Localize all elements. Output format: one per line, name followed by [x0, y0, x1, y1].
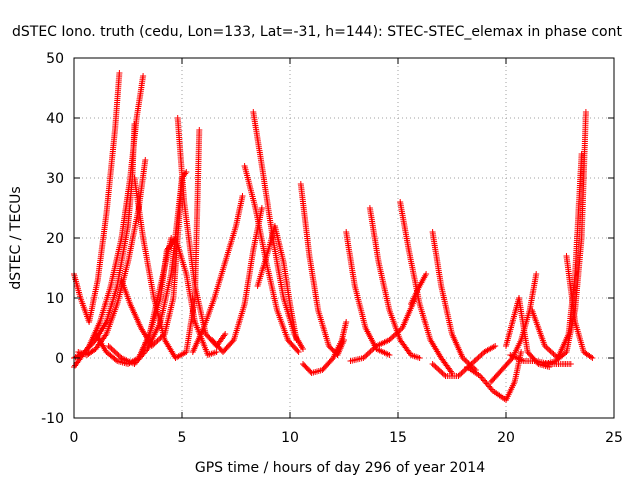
data-series: [507, 352, 574, 367]
data-series: [563, 253, 596, 361]
y-tick-label: 30: [46, 171, 64, 187]
y-tick-label: -10: [41, 411, 64, 427]
data-series: [189, 193, 246, 355]
data-series: [366, 205, 423, 361]
data-point-markers: [174, 115, 229, 349]
x-tick-label: 25: [605, 430, 623, 446]
data-series: [174, 115, 229, 349]
y-axis-ticks: -10 0 10 20 30 40 50: [41, 51, 614, 427]
data-series: [464, 349, 525, 403]
data-series: [297, 181, 347, 358]
data-point-markers: [347, 295, 419, 364]
x-tick-label: 10: [281, 430, 299, 446]
data-point-markers: [563, 253, 596, 361]
data-series: [408, 271, 430, 307]
data-series: [397, 199, 455, 376]
data-marks: [71, 70, 596, 403]
data-point-markers: [408, 271, 430, 307]
data-point-markers: [254, 223, 300, 343]
data-point-markers: [241, 163, 302, 355]
data-series: [503, 295, 553, 370]
data-series: [241, 163, 302, 355]
data-point-markers: [118, 169, 190, 349]
data-series: [300, 319, 350, 376]
data-point-markers: [541, 109, 589, 367]
y-tick-label: 50: [46, 51, 64, 67]
data-point-markers: [503, 295, 553, 370]
x-tick-label: 5: [178, 430, 187, 446]
y-axis-label: dSTEC / TECUs: [8, 186, 24, 289]
x-tick-label: 0: [70, 430, 79, 446]
x-tick-label: 15: [389, 430, 407, 446]
data-point-markers: [189, 193, 246, 355]
data-point-markers: [300, 319, 350, 376]
y-tick-label: 0: [55, 351, 64, 367]
data-point-markers: [397, 199, 455, 376]
chart-title: dSTEC Iono. truth (cedu, Lon=133, Lat=-3…: [12, 24, 622, 40]
data-series: [118, 169, 190, 349]
y-tick-label: 20: [46, 231, 64, 247]
data-point-markers: [507, 352, 574, 367]
y-tick-label: 10: [46, 291, 64, 307]
data-point-markers: [366, 205, 423, 361]
data-series: [541, 109, 589, 367]
data-series: [429, 229, 479, 373]
data-series: [254, 223, 300, 343]
y-tick-label: 40: [46, 111, 64, 127]
data-series: [347, 295, 419, 364]
data-point-markers: [71, 70, 123, 325]
x-axis-label: GPS time / hours of day 296 of year 2014: [195, 460, 485, 476]
x-axis-ticks: 0 5 10 15 20 25: [70, 58, 623, 446]
x-tick-label: 20: [497, 430, 515, 446]
data-point-markers: [464, 349, 525, 403]
data-point-markers: [297, 181, 347, 358]
data-point-markers: [429, 229, 479, 373]
data-series: [71, 70, 123, 325]
